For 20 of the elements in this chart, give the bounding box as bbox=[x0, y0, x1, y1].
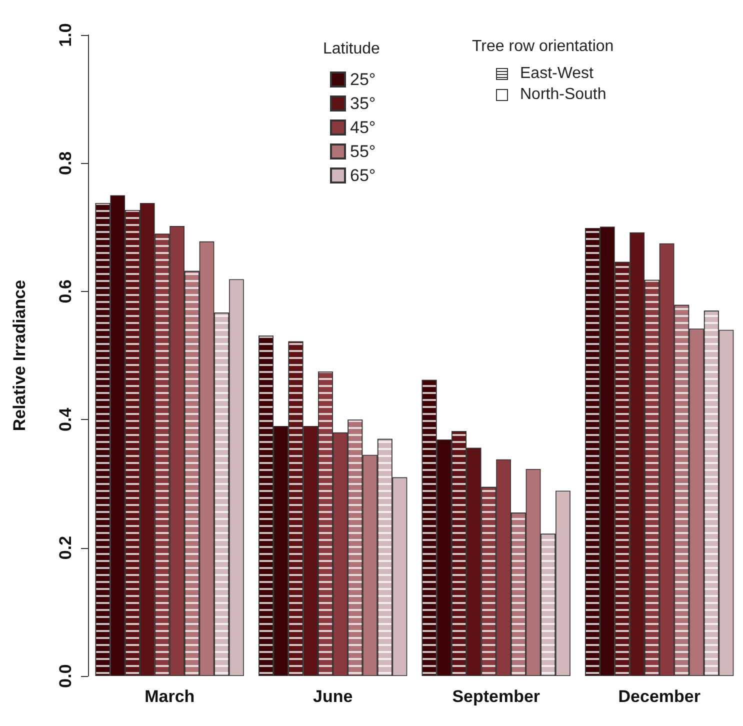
annotation: Tree row orientation bbox=[472, 37, 614, 57]
legend-label: 35° bbox=[350, 94, 376, 113]
legend-label: 45° bbox=[350, 118, 376, 137]
x-tick-label: September bbox=[452, 687, 540, 706]
y-axis-title: Relative Irradiance bbox=[10, 280, 29, 432]
y-tick-label: 0.8 bbox=[56, 151, 75, 176]
y-tick-label: 1.0 bbox=[56, 23, 75, 47]
annotation: East-West bbox=[520, 64, 594, 84]
y-tick-label: 0.0 bbox=[56, 664, 75, 688]
x-tick-label: December bbox=[618, 687, 701, 706]
x-tick-label: March bbox=[144, 687, 195, 706]
annotation: North-South bbox=[520, 85, 606, 105]
y-tick-label: 0.4 bbox=[56, 407, 75, 432]
y-tick-label: 0.6 bbox=[56, 280, 75, 304]
legend-label: 55° bbox=[350, 142, 376, 161]
legend-label: 65° bbox=[350, 166, 376, 185]
legend-title: Latitude bbox=[323, 40, 380, 58]
x-tick-label: June bbox=[313, 687, 353, 706]
y-tick-label: 0.2 bbox=[56, 536, 75, 560]
legend-label: 25° bbox=[350, 70, 376, 89]
